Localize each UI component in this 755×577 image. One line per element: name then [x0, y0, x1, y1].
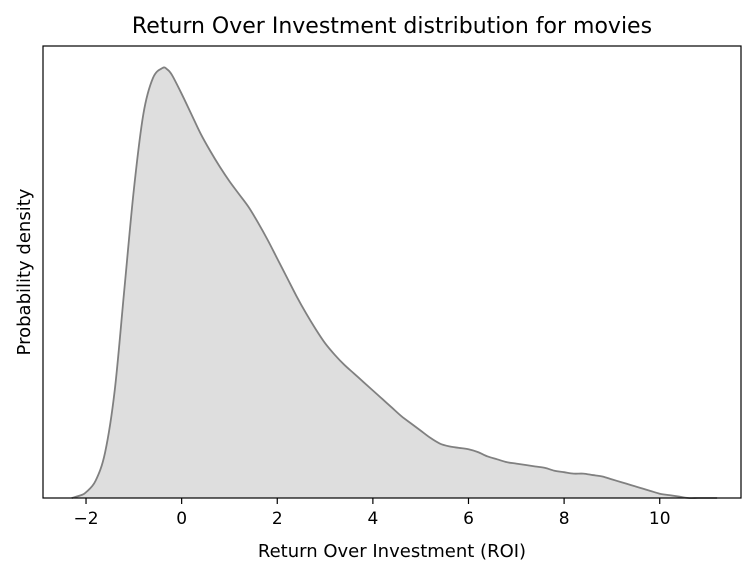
chart-title: Return Over Investment distribution for …	[132, 14, 652, 39]
y-axis-label: Probability density	[14, 188, 35, 355]
x-tick-label: 6	[463, 509, 474, 529]
plot-area	[71, 66, 718, 500]
density-curve-line	[71, 66, 718, 500]
x-tick-label: 0	[176, 509, 187, 529]
x-tick-label: −2	[73, 509, 98, 529]
x-axis-ticks: −2 0 2 4 6 8 10	[73, 498, 671, 529]
x-axis-label: Return Over Investment (ROI)	[258, 541, 526, 562]
axes-frame	[42, 45, 742, 499]
x-tick-label: 4	[367, 509, 378, 529]
x-tick-label: 8	[559, 509, 570, 529]
x-tick-label: 10	[649, 509, 671, 529]
density-area-fill	[71, 67, 718, 499]
x-tick-label: 2	[272, 509, 283, 529]
